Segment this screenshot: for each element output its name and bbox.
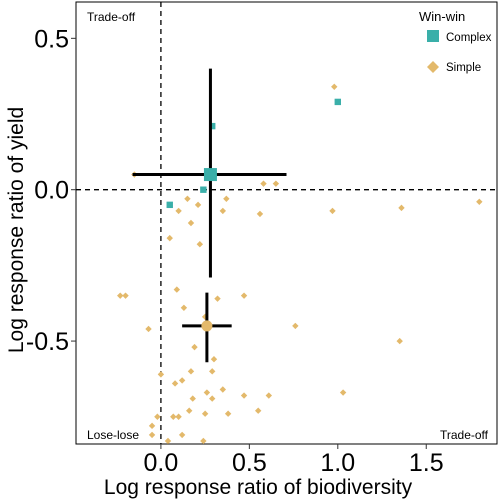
data-point-simple <box>240 392 248 399</box>
data-point-simple <box>219 207 227 215</box>
legend: Win-win Complex Simple <box>419 9 492 74</box>
data-point-simple <box>196 240 204 248</box>
x-axis-title: Log response ratio of biodiversity <box>104 476 413 499</box>
data-point-simple <box>224 410 232 417</box>
legend-title: Win-win <box>419 9 465 24</box>
data-point-simple <box>145 325 152 333</box>
x-tick-label: 0.5 <box>232 449 267 477</box>
data-point-simple <box>187 219 195 227</box>
data-point-simple <box>476 198 483 206</box>
data-point-simple <box>157 371 165 378</box>
data-point-simple <box>186 407 193 414</box>
data-point-simple <box>200 437 207 445</box>
data-point-simple <box>240 292 248 299</box>
data-point-simple <box>209 395 216 402</box>
data-point-simple <box>329 207 336 215</box>
data-point-simple <box>194 201 202 209</box>
data-point-simple <box>184 195 191 202</box>
data-point-simple <box>117 292 124 299</box>
data-point-simple <box>339 389 347 396</box>
data-point-simple <box>154 413 161 420</box>
data-point-simple <box>189 395 196 402</box>
data-point-simple <box>254 407 262 414</box>
y-tick-label: 0.5 <box>34 25 69 53</box>
data-point-simple <box>166 234 173 242</box>
data-point-simple <box>122 292 129 299</box>
data-point-simple <box>175 207 182 215</box>
data-point-simple <box>170 413 177 420</box>
plot-border <box>75 1 498 445</box>
data-point-simple <box>180 304 188 311</box>
data-point-simple <box>210 356 218 363</box>
y-tick-label: 0.0 <box>34 177 69 205</box>
legend-label-simple: Simple <box>446 62 481 74</box>
data-point-simple <box>219 386 227 393</box>
data-point-simple <box>331 83 338 90</box>
data-point-complex <box>334 98 341 106</box>
legend-marker-simple <box>427 61 439 73</box>
legend-label-complex: Complex <box>446 32 492 44</box>
data-point-simple <box>148 431 156 439</box>
data-point-complex <box>166 201 173 209</box>
data-point-simple <box>148 422 156 430</box>
data-point-simple <box>171 380 179 387</box>
data-point-simple <box>164 437 172 445</box>
x-tick-label: 1.5 <box>409 449 444 477</box>
quadrant-label-bottom-right: Trade-off <box>440 428 489 442</box>
data-point-simple <box>265 392 273 399</box>
data-point-simple <box>191 343 198 351</box>
data-point-simple <box>203 389 211 396</box>
mean-point-complex <box>203 168 217 182</box>
data-point-simple <box>178 377 186 384</box>
data-point-simple <box>214 295 221 302</box>
data-point-simple <box>187 368 195 375</box>
data-point-simple <box>398 204 405 212</box>
data-point-simple <box>173 286 181 293</box>
data-point-complex <box>200 186 207 193</box>
mean-point-simple <box>201 320 213 332</box>
data-point-simple <box>256 210 264 218</box>
data-point-complex <box>209 122 216 130</box>
data-point-simple <box>201 410 209 417</box>
data-point-simple <box>178 431 186 439</box>
quadrant-label-top-left: Trade-off <box>87 10 136 24</box>
y-tick-label: -0.5 <box>26 328 69 356</box>
data-point-simple <box>292 322 299 330</box>
x-tick-label: 0.0 <box>144 449 179 477</box>
x-tick-label: 1.0 <box>320 449 355 477</box>
data-point-simple <box>209 368 216 375</box>
plot-layer: 0.0 0.5 1.0 1.5 0.5 0.0 -0.5 <box>26 1 498 477</box>
data-point-simple <box>223 195 230 202</box>
data-point-simple <box>272 180 280 187</box>
data-point-simple <box>175 413 182 420</box>
quadrant-label-bottom-left: Lose-lose <box>87 428 139 442</box>
legend-marker-complex <box>427 30 439 42</box>
y-axis-title: Log response ratio of yield <box>5 107 28 353</box>
data-point-simple <box>396 337 403 345</box>
data-point-simple <box>260 180 267 187</box>
